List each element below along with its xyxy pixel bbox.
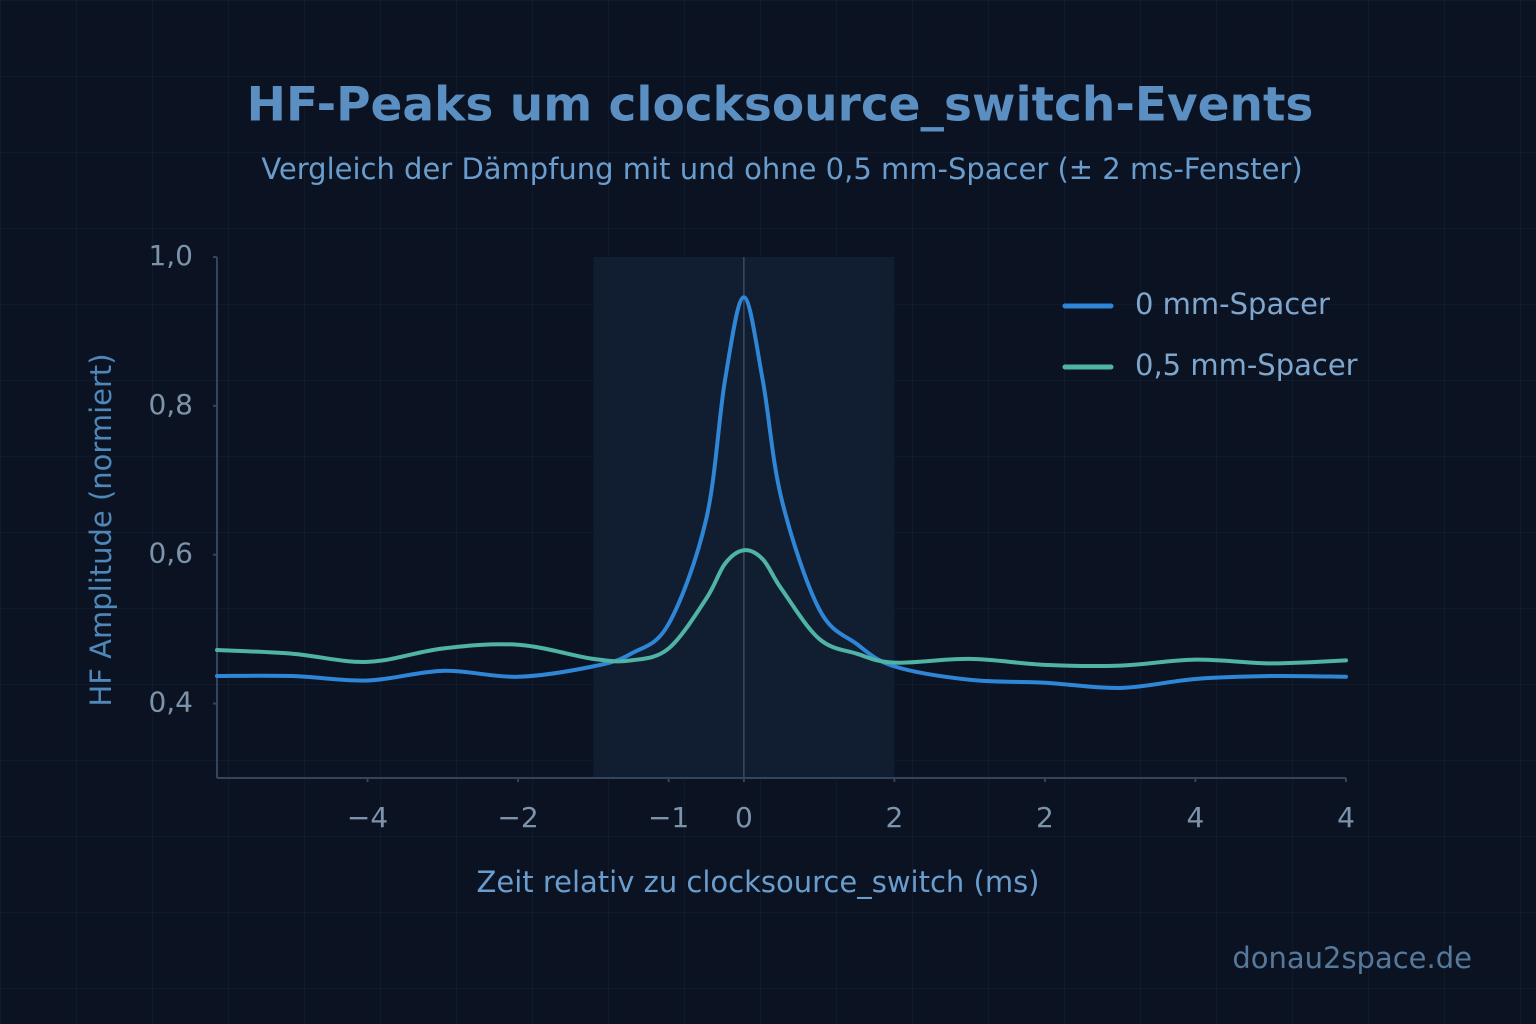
x-tick-label: 0 (735, 801, 753, 834)
x-tick-label: −1 (648, 801, 689, 834)
x-axis-label: Zeit relativ zu clocksource_switch (ms) (476, 865, 1039, 899)
x-tick-label: −4 (347, 801, 388, 834)
plot-area: 0,4 0,6 0,8 1,0 −4 −2 −1 0 2 2 4 4 0 mm-Spacer 0,5 mm… (148, 239, 1357, 834)
x-tick-label: 4 (1187, 801, 1205, 834)
series-line (215, 295, 1348, 690)
x-tick-label: −2 (497, 801, 538, 834)
y-axis-label: HF Amplitude (normiert) (84, 353, 118, 706)
x-tick-label: 2 (1036, 801, 1054, 834)
legend-label: 0 mm-Spacer (1135, 287, 1330, 321)
watermark: donau2space.de (1232, 941, 1472, 975)
chart-title: HF-Peaks um clocksource_switch-Events (247, 78, 1314, 133)
y-tick-label: 0,4 (148, 686, 193, 719)
y-tick-label: 1,0 (148, 239, 193, 272)
y-tick-label: 0,6 (148, 537, 193, 570)
series-line (215, 548, 1348, 669)
x-tick-label: 2 (885, 801, 903, 834)
chart-subtitle: Vergleich der Dämpfung mit und ohne 0,5 … (261, 152, 1302, 186)
legend-label: 0,5 mm-Spacer (1135, 348, 1358, 382)
x-tick-label: 4 (1337, 801, 1355, 834)
y-tick-label: 0,8 (148, 388, 193, 421)
